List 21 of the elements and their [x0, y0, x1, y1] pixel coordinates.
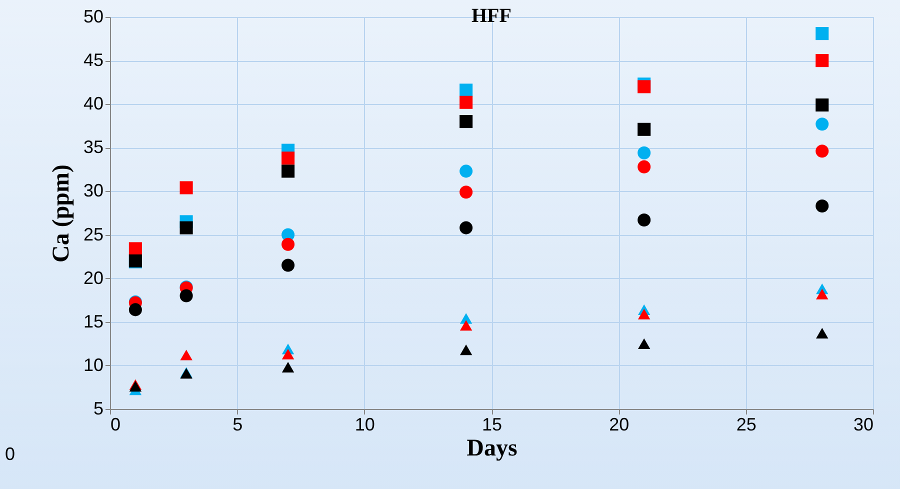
y-tick-label: 15 — [83, 311, 104, 332]
x-tick-label: 0 — [110, 414, 121, 434]
x-tick-label: 10 — [354, 414, 375, 434]
y-tick-label: 25 — [83, 224, 104, 244]
y-tick-label: 10 — [83, 354, 104, 375]
text: 0 — [5, 444, 16, 464]
y-tick-label: 50 — [83, 6, 104, 26]
y-tick-label: 20 — [83, 268, 104, 288]
y-tick-label: 45 — [83, 50, 104, 70]
x-tick-label: 25 — [736, 414, 756, 434]
x-axis-title: Days — [466, 436, 518, 462]
y-tick-label: 35 — [83, 137, 104, 158]
chart-title: HFF — [472, 5, 512, 27]
y-tick-label: 5 — [93, 398, 104, 418]
x-tick-label: 20 — [609, 414, 630, 434]
x-tick-label: 30 — [853, 414, 874, 434]
y-tick-label: 40 — [83, 94, 104, 114]
y-tick-label: 30 — [83, 180, 104, 201]
x-tick-label: 15 — [482, 414, 502, 434]
y-axis-title: Ca (ppm) — [48, 164, 74, 263]
x-tick-label: 5 — [232, 414, 243, 434]
